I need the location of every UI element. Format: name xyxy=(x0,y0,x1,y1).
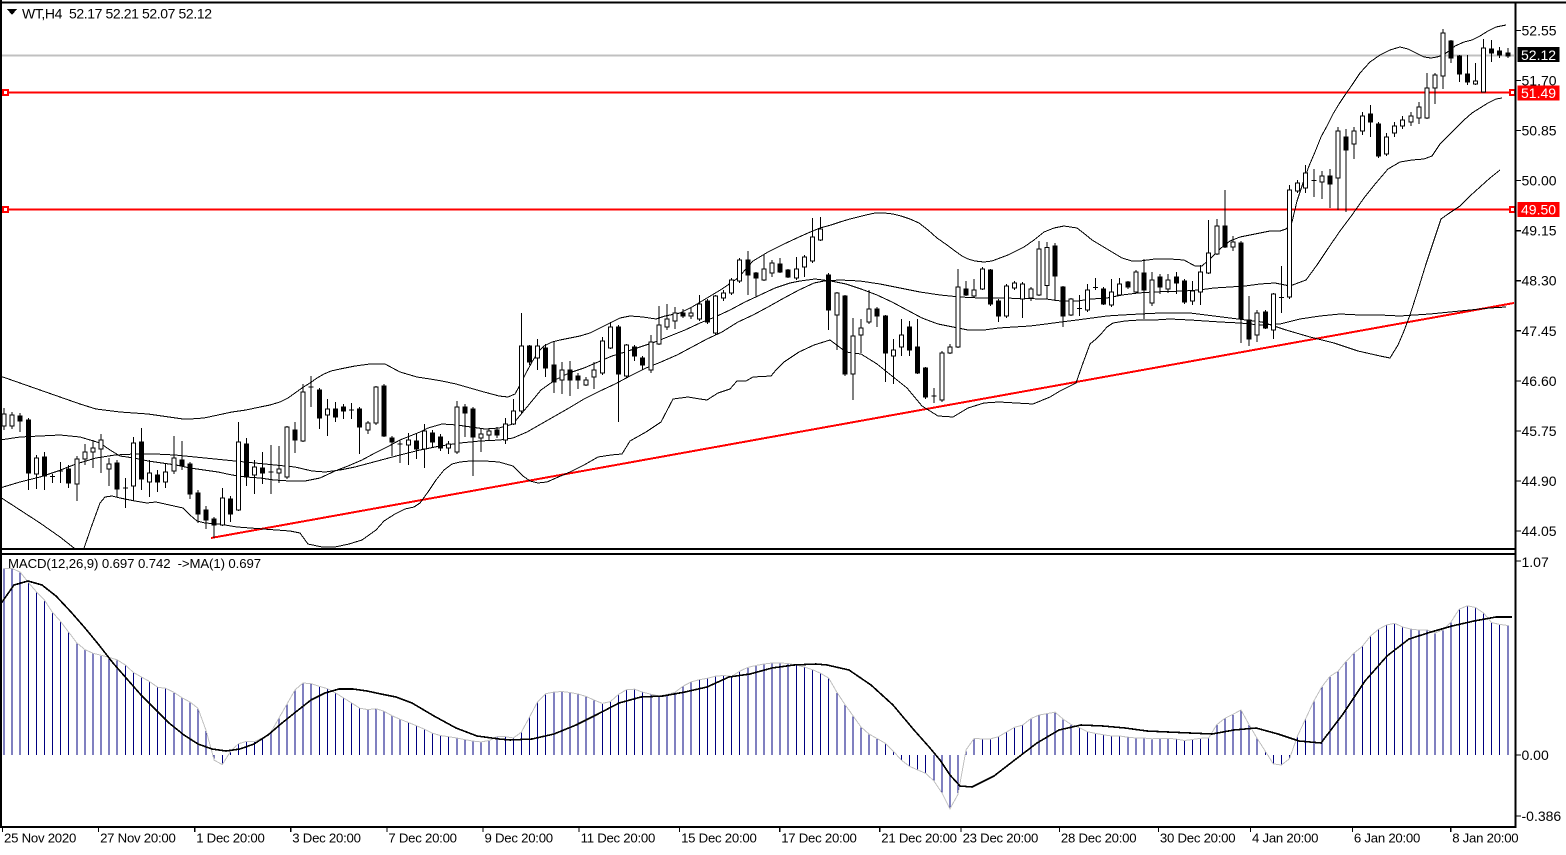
svg-text:47.45: 47.45 xyxy=(1522,323,1557,339)
svg-text:45.75: 45.75 xyxy=(1522,423,1557,439)
svg-text:30 Dec 20:00: 30 Dec 20:00 xyxy=(1160,831,1235,846)
svg-text:17 Dec 20:00: 17 Dec 20:00 xyxy=(781,831,856,846)
svg-text:1 Dec 20:00: 1 Dec 20:00 xyxy=(196,831,264,846)
svg-text:51.49: 51.49 xyxy=(1521,85,1556,101)
svg-text:46.60: 46.60 xyxy=(1522,373,1557,389)
svg-text:27 Nov 20:00: 27 Nov 20:00 xyxy=(100,831,175,846)
svg-text:28 Dec 20:00: 28 Dec 20:00 xyxy=(1061,831,1136,846)
svg-text:7 Dec 20:00: 7 Dec 20:00 xyxy=(388,831,456,846)
svg-text:4 Jan 20:00: 4 Jan 20:00 xyxy=(1252,831,1318,846)
svg-text:WT,H4 52.17 52.21 52.07 52.12: WT,H4 52.17 52.21 52.07 52.12 xyxy=(22,6,212,22)
svg-text:0.00: 0.00 xyxy=(1522,747,1549,763)
svg-text:51.70: 51.70 xyxy=(1522,73,1557,89)
svg-text:25 Nov 2020: 25 Nov 2020 xyxy=(4,831,76,846)
svg-text:52.55: 52.55 xyxy=(1522,22,1557,38)
svg-text:50.00: 50.00 xyxy=(1522,173,1557,189)
svg-text:MACD(12,26,9) 0.697 0.742 ->M: MACD(12,26,9) 0.697 0.742 ->MA(1) 0.697 xyxy=(8,556,261,571)
svg-text:9 Dec 20:00: 9 Dec 20:00 xyxy=(485,831,553,846)
svg-text:11 Dec 20:00: 11 Dec 20:00 xyxy=(581,831,655,846)
svg-text:52.12: 52.12 xyxy=(1521,47,1556,63)
svg-text:6 Jan 20:00: 6 Jan 20:00 xyxy=(1354,831,1420,846)
svg-text:23 Dec 20:00: 23 Dec 20:00 xyxy=(963,831,1038,846)
svg-text:8 Jan 20:00: 8 Jan 20:00 xyxy=(1452,831,1518,846)
svg-text:48.30: 48.30 xyxy=(1522,273,1557,289)
svg-text:49.50: 49.50 xyxy=(1521,202,1556,218)
svg-text:21 Dec 20:00: 21 Dec 20:00 xyxy=(881,831,956,846)
svg-text:15 Dec 20:00: 15 Dec 20:00 xyxy=(681,831,756,846)
svg-text:-0.386: -0.386 xyxy=(1522,808,1562,824)
svg-text:49.15: 49.15 xyxy=(1522,223,1557,239)
svg-text:44.90: 44.90 xyxy=(1522,473,1557,489)
svg-text:1.07: 1.07 xyxy=(1522,554,1549,570)
svg-text:50.85: 50.85 xyxy=(1522,123,1557,139)
svg-text:3 Dec 20:00: 3 Dec 20:00 xyxy=(292,831,360,846)
svg-text:44.05: 44.05 xyxy=(1522,523,1557,539)
